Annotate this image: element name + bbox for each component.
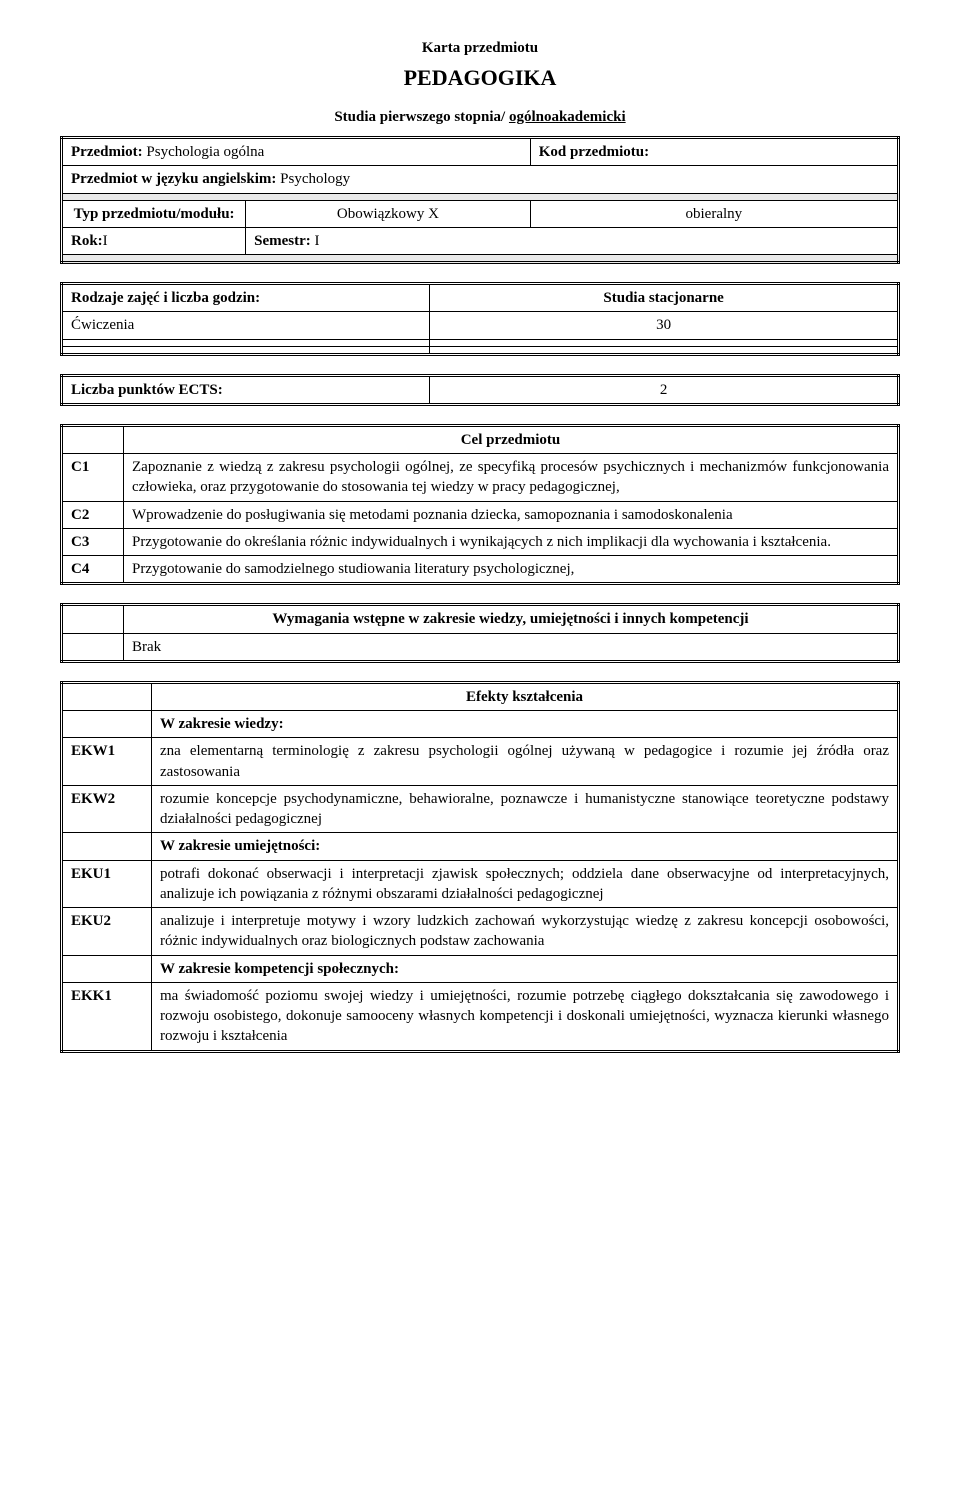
stacjonarne-header: Studia stacjonarne: [430, 284, 899, 312]
wiedza-header: W zakresie wiedzy:: [152, 711, 899, 738]
wymagania-title: Wymagania wstępne w zakresie wiedzy, umi…: [124, 605, 899, 633]
umiej-header: W zakresie umiejętności:: [152, 833, 899, 860]
ekk1-code: EKK1: [62, 982, 152, 1051]
semestr-value: I: [311, 233, 320, 249]
efekty-table: Efekty kształcenia W zakresie wiedzy: EK…: [60, 681, 900, 1053]
info-table: Przedmiot: Psychologia ogólna Kod przedm…: [60, 136, 900, 264]
cel-text-1: Zapoznanie z wiedzą z zakresu psychologi…: [124, 454, 899, 502]
cel-text-3: Przygotowanie do określania różnic indyw…: [124, 528, 899, 555]
cel-code-4: C4: [62, 556, 124, 584]
ects-label: Liczba punktów ECTS:: [62, 375, 430, 404]
studia-line: Studia pierwszego stopnia/ ogólnoakademi…: [60, 109, 900, 126]
studia-underlined: ogólnoakademicki: [509, 109, 626, 125]
eku1-code: EKU1: [62, 860, 152, 908]
cwiczenia-hours: 30: [430, 312, 899, 339]
cel-title: Cel przedmiotu: [124, 425, 899, 453]
cel-text-4: Przygotowanie do samodzielnego studiowan…: [124, 556, 899, 584]
ects-value: 2: [430, 375, 899, 404]
cel-code-3: C3: [62, 528, 124, 555]
ekw1-code: EKW1: [62, 738, 152, 786]
przedmiot-value: Psychologia ogólna: [143, 144, 265, 160]
cel-code-2: C2: [62, 501, 124, 528]
wymagania-table: Wymagania wstępne w zakresie wiedzy, umi…: [60, 603, 900, 663]
cel-table: Cel przedmiotu C1 Zapoznanie z wiedzą z …: [60, 424, 900, 586]
ects-table: Liczba punktów ECTS: 2: [60, 374, 900, 406]
semestr-label: Semestr:: [254, 233, 311, 249]
efekty-title: Efekty kształcenia: [152, 682, 899, 710]
obieralny: obieralny: [530, 200, 898, 227]
komp-header: W zakresie kompetencji społecznych:: [152, 955, 899, 982]
rok-value: I: [103, 233, 108, 249]
wymagania-brak: Brak: [124, 633, 899, 661]
eku2-text: analizuje i interpretuje motywy i wzory …: [152, 908, 899, 956]
cel-code-1: C1: [62, 454, 124, 502]
ekk1-text: ma świadomość poziomu swojej wiedzy i um…: [152, 982, 899, 1051]
przedmiot-label: Przedmiot:: [71, 144, 143, 160]
ekw2-code: EKW2: [62, 785, 152, 833]
karta-title: Karta przedmiotu: [60, 40, 900, 57]
rodzaje-table: Rodzaje zajęć i liczba godzin: Studia st…: [60, 282, 900, 356]
obowiazkowy: Obowiązkowy X: [246, 200, 531, 227]
typ-label: Typ przedmiotu/modułu:: [62, 200, 246, 227]
ekw1-text: zna elementarną terminologię z zakresu p…: [152, 738, 899, 786]
przedmiot-ang-value: Psychology: [276, 171, 350, 187]
rok-label: Rok:: [71, 233, 103, 249]
przedmiot-ang-label: Przedmiot w języku angielskim:: [71, 171, 276, 187]
pedagogika-title: PEDAGOGIKA: [60, 65, 900, 91]
eku2-code: EKU2: [62, 908, 152, 956]
kod-label: Kod przedmiotu:: [539, 144, 649, 160]
cel-text-2: Wprowadzenie do posługiwania się metodam…: [124, 501, 899, 528]
studia-prefix: Studia pierwszego stopnia/: [334, 109, 509, 125]
eku1-text: potrafi dokonać obserwacji i interpretac…: [152, 860, 899, 908]
rodzaje-header: Rodzaje zajęć i liczba godzin:: [62, 284, 430, 312]
cwiczenia-label: Ćwiczenia: [62, 312, 430, 339]
ekw2-text: rozumie koncepcje psychodynamiczne, beha…: [152, 785, 899, 833]
